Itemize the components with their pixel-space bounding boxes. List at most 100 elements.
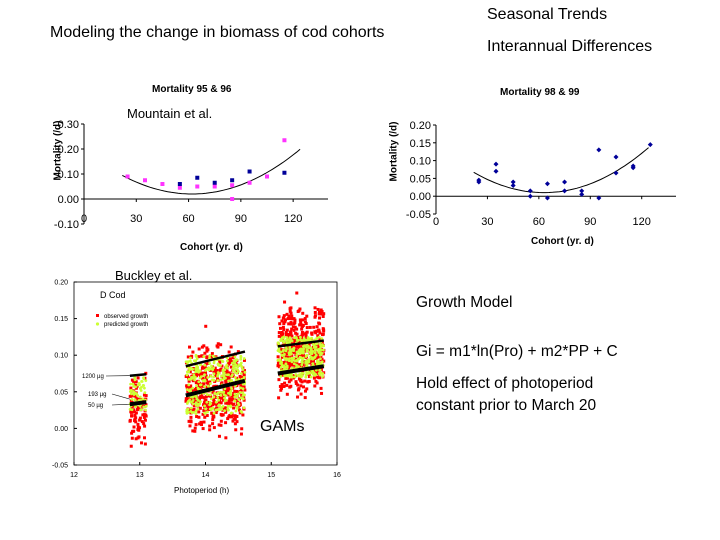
legend-observed-label: observed growth: [104, 314, 148, 320]
observed-point: [243, 388, 247, 392]
observed-point: [287, 364, 291, 368]
predicted-point: [304, 360, 308, 364]
observed-point: [238, 408, 242, 412]
observed-point: [317, 329, 321, 333]
predicted-point: [212, 372, 216, 376]
observed-point: [232, 402, 236, 406]
data-point: [265, 174, 269, 179]
predicted-point: [203, 363, 207, 367]
observed-point: [294, 357, 298, 361]
predicted-point: [135, 392, 138, 395]
predicted-point: [295, 338, 299, 342]
observed-point: [293, 350, 297, 354]
predicted-point: [214, 400, 218, 404]
observed-point: [287, 322, 291, 326]
predicted-point: [233, 362, 237, 365]
predicted-point: [130, 397, 134, 401]
observed-point: [238, 411, 242, 415]
observed-point: [233, 422, 237, 426]
observed-point: [198, 422, 202, 426]
observed-point: [286, 317, 290, 321]
predicted-point: [187, 389, 191, 393]
predicted-point: [128, 407, 132, 411]
observed-point: [282, 328, 286, 332]
predicted-point: [285, 347, 288, 351]
predicted-point: [239, 409, 243, 413]
x-tick-label: 90: [584, 216, 596, 228]
observed-point: [317, 345, 321, 349]
y-tick-label: 0.30: [58, 119, 79, 131]
observed-point: [221, 413, 225, 417]
predicted-point: [132, 390, 136, 393]
x-tick-label: 30: [481, 216, 493, 228]
predicted-point: [285, 357, 289, 360]
observed-point: [211, 390, 215, 394]
predicted-point: [282, 356, 286, 360]
observed-point: [202, 396, 206, 400]
predicted-point: [131, 382, 135, 386]
predicted-point: [129, 382, 132, 386]
predicted-point: [298, 351, 302, 355]
predicted-point: [300, 349, 304, 353]
observed-point: [280, 319, 284, 323]
observed-point: [129, 399, 133, 403]
y-tick-label: -0.05: [406, 209, 431, 221]
observed-point: [277, 365, 281, 369]
x-tick-label: 15: [267, 472, 275, 479]
observed-point: [296, 344, 300, 348]
observed-point: [129, 394, 133, 398]
x-tick-label: 0: [433, 216, 439, 228]
observed-point: [185, 386, 189, 390]
predicted-point: [239, 363, 243, 367]
observed-point: [193, 426, 197, 430]
predicted-point: [237, 377, 241, 381]
observed-point: [189, 415, 193, 419]
predicted-point: [216, 379, 220, 382]
model-line: [129, 400, 147, 407]
predicted-point: [203, 385, 206, 388]
data-point: [160, 182, 165, 186]
observed-point: [283, 381, 287, 385]
observed-point: [231, 354, 235, 358]
observed-point: [204, 324, 208, 328]
predicted-point: [311, 362, 315, 366]
line-label-arrow: [111, 403, 130, 406]
predicted-point: [217, 408, 221, 411]
observed-point: [212, 400, 216, 404]
predicted-point: [307, 358, 311, 362]
data-point: [177, 182, 182, 186]
observed-point: [232, 391, 236, 395]
y-tick-label: 0.00: [410, 191, 431, 203]
predicted-point: [310, 356, 313, 359]
predicted-point: [196, 367, 200, 371]
predicted-point: [315, 336, 319, 340]
data-point: [230, 183, 235, 188]
predicted-point: [318, 372, 322, 376]
predicted-point: [313, 355, 317, 359]
predicted-point: [290, 375, 294, 379]
predicted-point: [185, 373, 189, 377]
observed-point: [296, 388, 300, 392]
predicted-point: [321, 372, 325, 376]
observed-point: [282, 314, 286, 318]
observed-point: [315, 351, 319, 355]
observed-point: [191, 350, 195, 354]
observed-point: [206, 405, 210, 409]
predicted-point: [213, 392, 217, 395]
predicted-point: [222, 371, 225, 375]
observed-point: [226, 371, 230, 375]
predicted-point: [313, 351, 317, 355]
growth-model-heading: Growth Model: [416, 294, 513, 311]
predicted-point: [238, 390, 242, 394]
predicted-point: [306, 336, 310, 339]
observed-point: [132, 408, 136, 412]
predicted-point: [210, 364, 213, 368]
observed-point: [142, 436, 146, 440]
observed-point: [233, 417, 237, 421]
observed-point: [320, 341, 324, 345]
predicted-point: [239, 355, 243, 359]
observed-point: [290, 341, 294, 345]
observed-point: [192, 399, 196, 403]
observed-point: [242, 385, 246, 389]
observed-point: [229, 345, 233, 349]
